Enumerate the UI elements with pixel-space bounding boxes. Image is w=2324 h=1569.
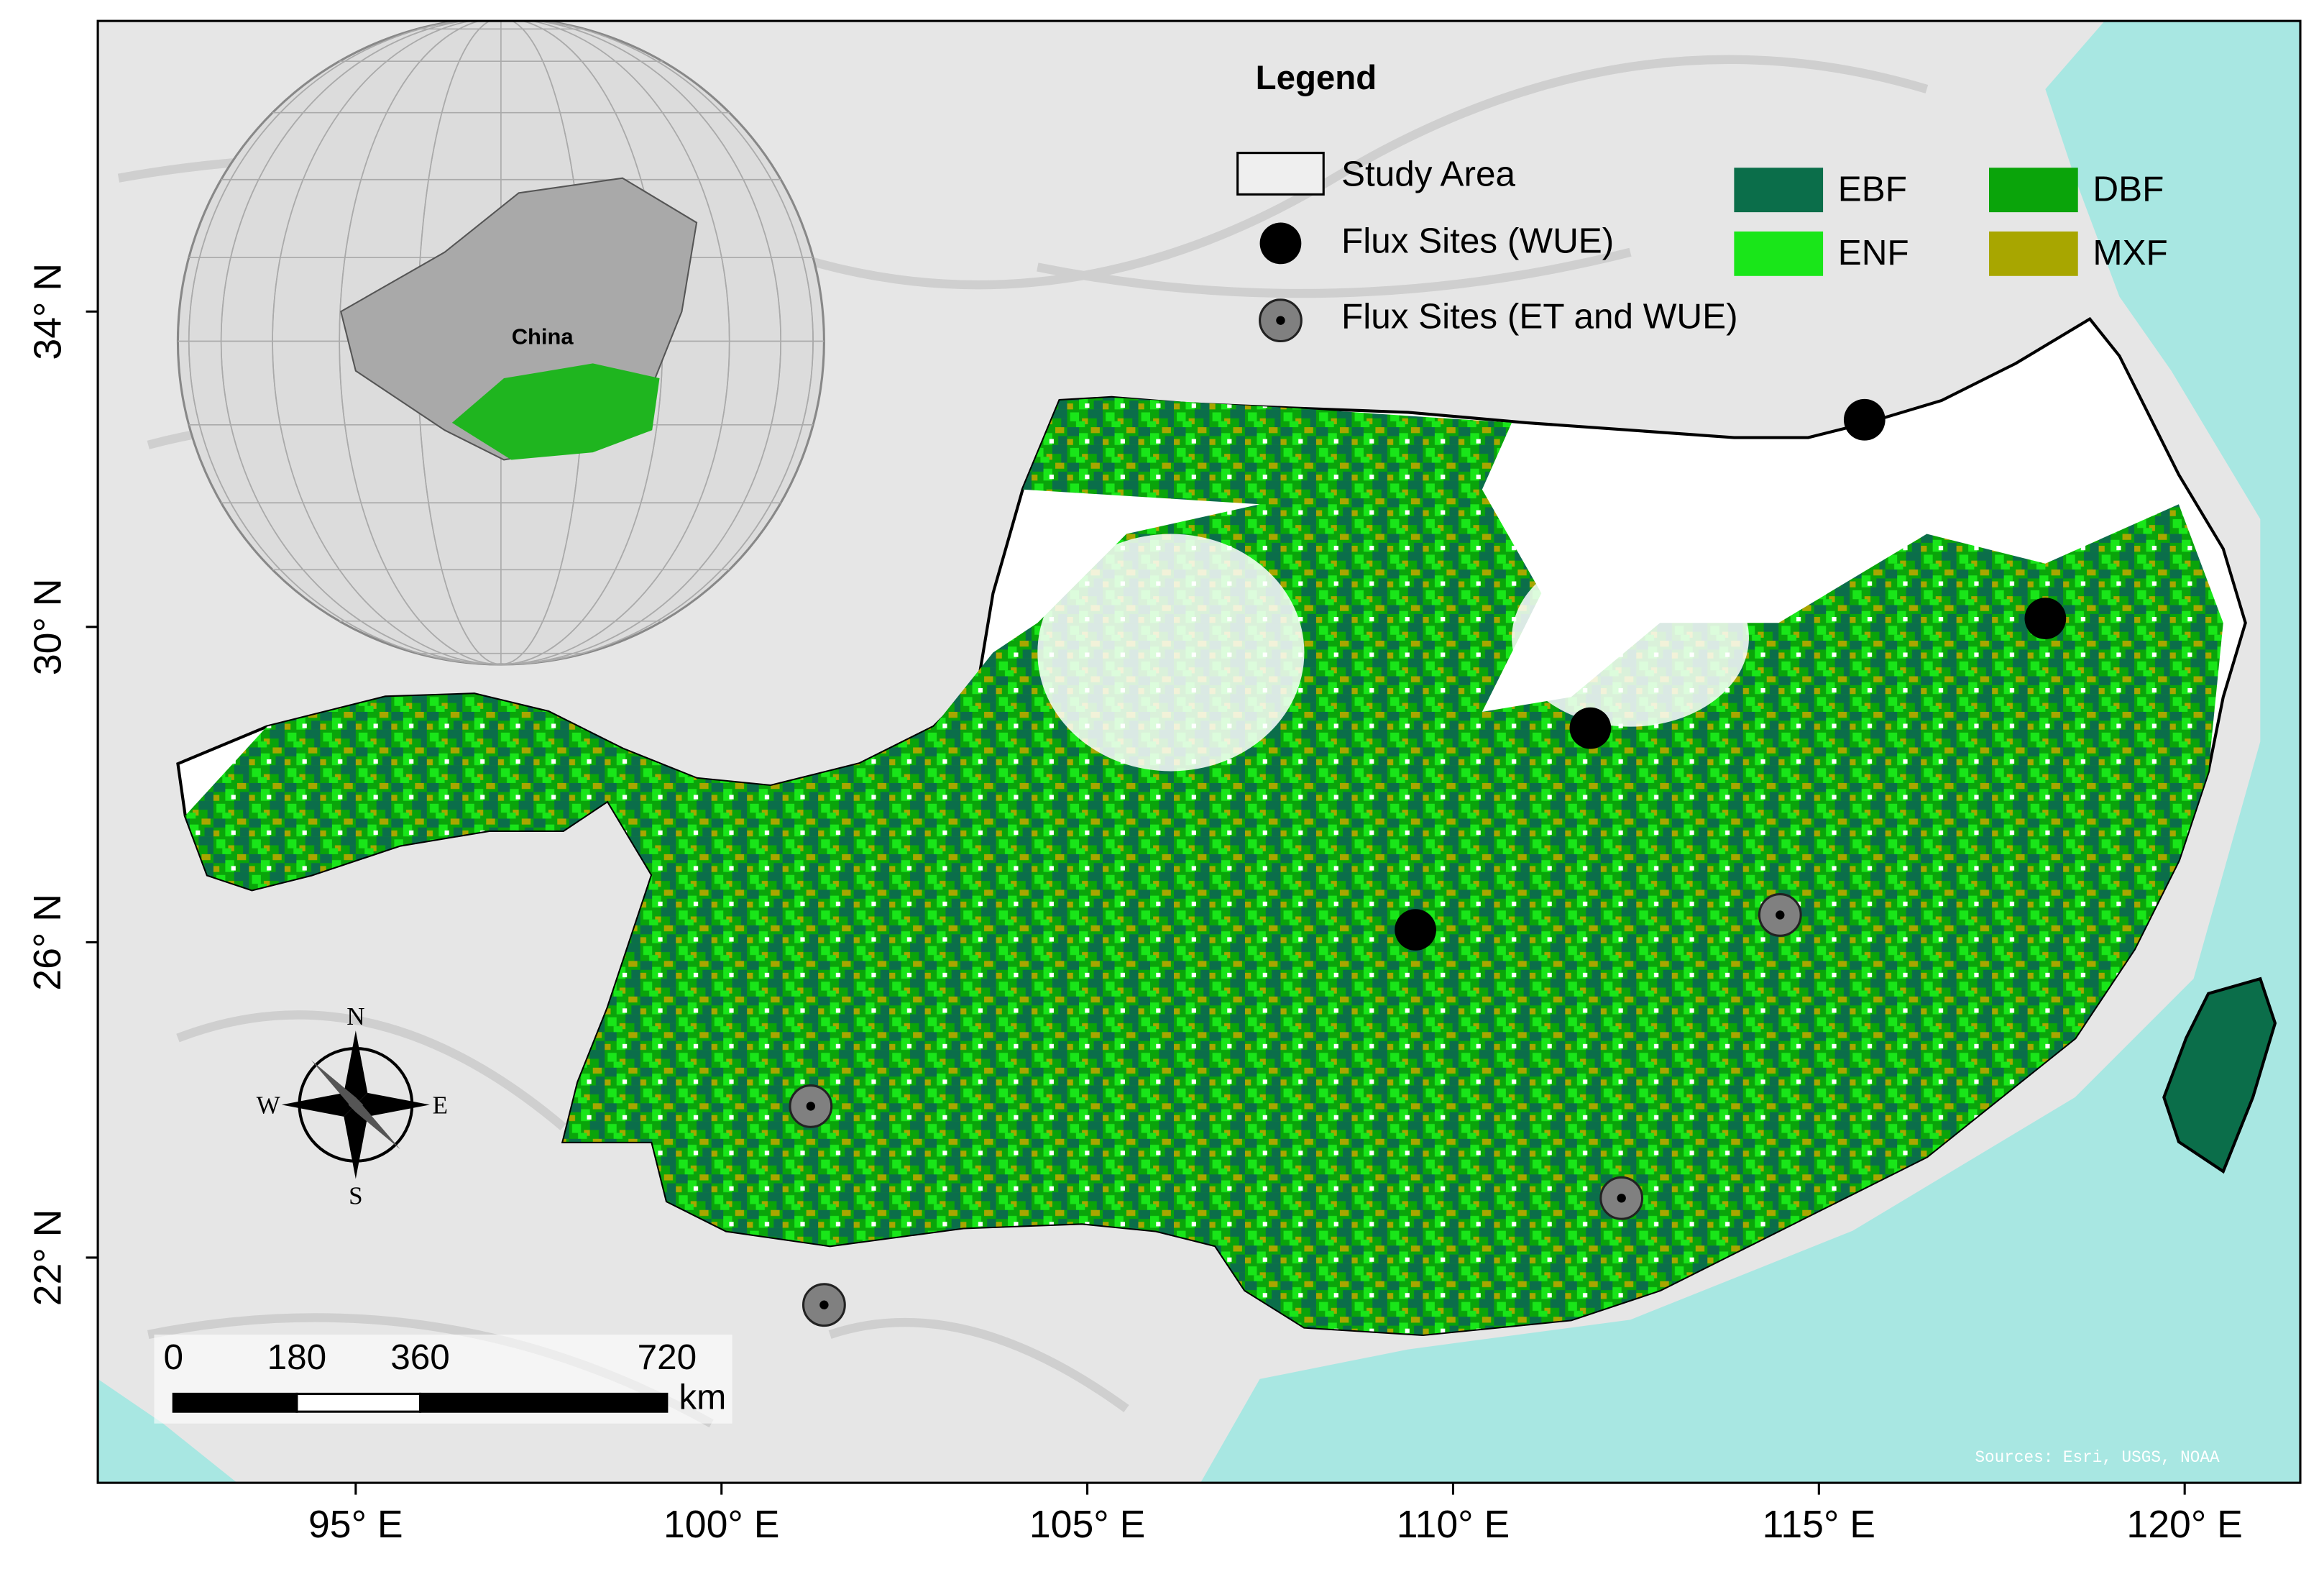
compass-letter: W xyxy=(257,1092,281,1120)
compass-letter: E xyxy=(433,1092,448,1120)
map-frame xyxy=(96,19,2302,1484)
legend-swatch xyxy=(1989,231,2078,276)
legend-swatch xyxy=(1734,168,1824,213)
flux-site-wue xyxy=(1843,398,1886,441)
non-forest xyxy=(1037,534,1305,772)
compass: N E S W xyxy=(257,1002,448,1209)
lat-label: 22° N xyxy=(26,1209,69,1307)
flux-site-wue xyxy=(1569,707,1612,749)
sea xyxy=(98,1378,237,1483)
lon-label: 100° E xyxy=(663,1503,780,1546)
legend-label: MXF xyxy=(2093,233,2167,273)
compass-point xyxy=(344,1030,368,1105)
compass-point xyxy=(344,1104,368,1179)
scale-label: 360 xyxy=(390,1337,450,1377)
lat-label: 30° N xyxy=(26,579,69,676)
scale-segment xyxy=(295,1392,422,1413)
compass-point xyxy=(311,1060,364,1112)
site-dots xyxy=(806,910,1785,1309)
scale-segment xyxy=(418,1392,669,1413)
lat-label: 26° N xyxy=(26,894,69,991)
compass-letter: N xyxy=(346,1002,364,1030)
legend-title: Legend xyxy=(1256,59,1377,97)
lon-label: 95° E xyxy=(308,1503,403,1546)
globe-inset: China xyxy=(177,21,825,666)
legend-label: Flux Sites (WUE) xyxy=(1341,221,1614,260)
sea xyxy=(1200,21,2301,1483)
lon-label: 120° E xyxy=(2126,1503,2243,1546)
lon-label: 110° E xyxy=(1397,1503,1510,1546)
legend: Legend Study Area Flux Sites (WUE) Flux … xyxy=(1236,59,2168,343)
legend-label: Flux Sites (ET and WUE) xyxy=(1341,297,1738,337)
legend-symbol xyxy=(1276,316,1285,325)
compass-point xyxy=(348,1097,400,1150)
scale-label: 180 xyxy=(267,1337,327,1377)
compass-letter: S xyxy=(349,1181,363,1209)
legend-swatch xyxy=(1734,231,1824,276)
compass-point xyxy=(281,1092,356,1117)
lat-label: 34° N xyxy=(26,263,69,360)
legend-label: Study Area xyxy=(1341,155,1515,194)
legend-swatch xyxy=(1236,152,1325,196)
taiwan xyxy=(2162,976,2277,1174)
legend-label: ENF xyxy=(1838,233,1909,273)
lon-label: 115° E xyxy=(1763,1503,1876,1546)
compass-point xyxy=(355,1092,430,1117)
study-area-inset xyxy=(451,363,660,460)
non-forest xyxy=(1512,549,1749,727)
scale-segment xyxy=(172,1392,298,1413)
flux-site-wue xyxy=(2024,598,2067,639)
inset-label: China xyxy=(512,324,574,349)
legend-swatch xyxy=(1989,168,2078,213)
scale-unit: km xyxy=(679,1378,726,1417)
flux-site-wue xyxy=(1395,909,1436,951)
legend-label: EBF xyxy=(1838,169,1907,209)
coordinate-labels: 34° N 30° N 26° N 22° N 95° E 100° E 105° E 110… xyxy=(26,263,2243,1546)
legend-symbol xyxy=(1259,222,1302,265)
scale-label: 0 xyxy=(163,1337,183,1377)
credit: Sources: Esri, USGS, NOAA xyxy=(1975,1448,2220,1467)
lon-label: 105° E xyxy=(1029,1503,1146,1546)
scale-label: 720 xyxy=(638,1337,697,1377)
legend-label: DBF xyxy=(2093,169,2164,209)
